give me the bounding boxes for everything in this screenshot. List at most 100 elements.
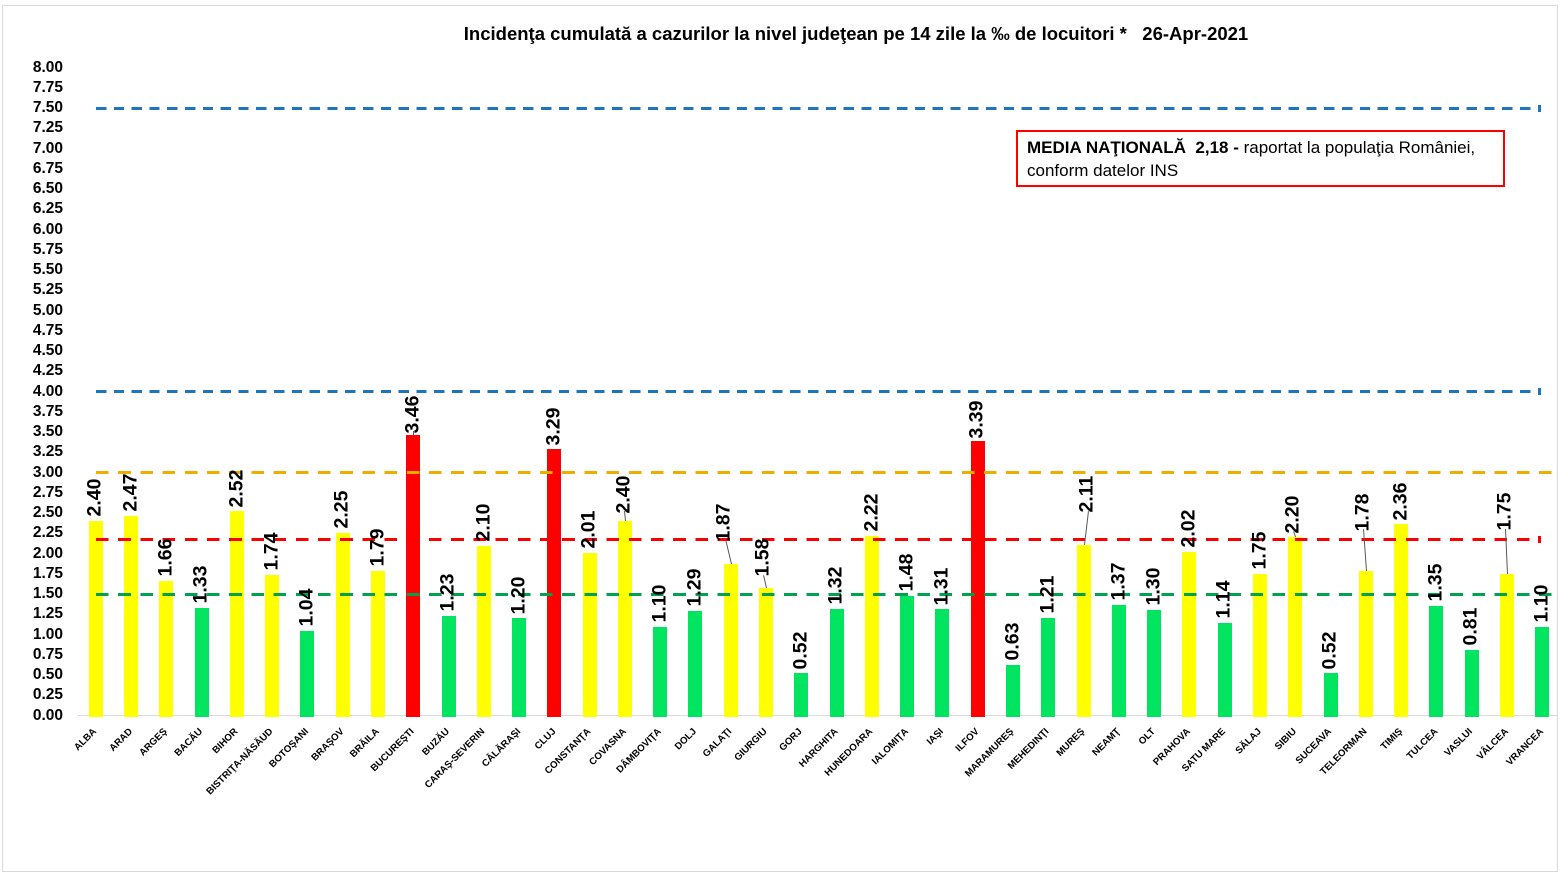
bar-SUCEAVA xyxy=(1323,673,1338,717)
value-label-IAŞI: 1.31 xyxy=(930,567,953,606)
bar-IAŞI xyxy=(935,609,950,717)
value-label-BIHOR: 2.52 xyxy=(225,469,248,508)
value-label-ARGEŞ: 1.66 xyxy=(154,538,177,577)
value-label-DOLJ: 1.29 xyxy=(683,568,706,607)
y-tick-label: 1.00 xyxy=(32,625,63,643)
bar-TULCEA xyxy=(1429,606,1444,717)
bar-CĂLĂRAŞI xyxy=(512,618,527,717)
value-label-SATU MARE: 1.14 xyxy=(1212,580,1235,619)
value-label-VASLUI: 0.81 xyxy=(1459,607,1482,646)
bar-VÂLCEA xyxy=(1499,573,1514,717)
y-tick-label: 5.00 xyxy=(32,301,63,319)
value-label-BRAŞOV: 2.25 xyxy=(330,490,353,529)
y-tick-label: 6.75 xyxy=(32,159,63,177)
bar-BACĂU xyxy=(194,607,209,717)
bar-GALAŢI xyxy=(723,564,738,717)
y-tick-label: 2.00 xyxy=(32,544,63,562)
national-average-annotation-box: MEDIA NAŢIONALĂ 2,18 - raportat la popul… xyxy=(1016,130,1505,187)
y-tick-label: 2.75 xyxy=(32,483,63,501)
y-tick-label: 0.50 xyxy=(32,666,63,684)
value-label-NEAMŢ: 1.37 xyxy=(1107,562,1130,601)
y-tick-label: 4.00 xyxy=(32,382,63,400)
bar-BIHOR xyxy=(229,511,244,717)
value-label-TIMIŞ: 2.36 xyxy=(1389,482,1412,521)
reference-line-4 xyxy=(95,390,1538,394)
annotation-line2: conform datelor INS xyxy=(1027,161,1179,180)
bar-ILFOV xyxy=(970,441,985,717)
y-tick-label: 3.25 xyxy=(32,443,63,461)
y-tick-label: 6.00 xyxy=(32,220,63,238)
value-label-BACĂU: 1.33 xyxy=(189,565,212,604)
bar-BOTOŞANI xyxy=(300,631,315,717)
y-tick-label: 0.75 xyxy=(32,645,63,663)
y-tick-label: 6.25 xyxy=(32,200,63,218)
value-label-BUCUREŞTI: 3.46 xyxy=(401,395,424,434)
bar-NEAMŢ xyxy=(1111,604,1126,717)
value-label-TELEORMAN: 1.78 xyxy=(1351,493,1374,532)
bar-OLT xyxy=(1147,610,1162,717)
y-tick-label: 3.50 xyxy=(32,423,63,441)
reference-line-endcap-7.5 xyxy=(1537,104,1541,112)
bar-BISTRIŢA-NĂSĂUD xyxy=(265,574,280,717)
value-label-GORJ: 0.52 xyxy=(789,631,812,670)
y-tick-label: 5.50 xyxy=(32,261,63,279)
value-label-OLT: 1.30 xyxy=(1142,567,1165,606)
annotation-regular-text: raportat la populaţia României, xyxy=(1238,138,1476,157)
bar-BRAŞOV xyxy=(335,533,350,717)
value-label-BOTOŞANI: 1.04 xyxy=(295,589,318,627)
bar-BUZĂU xyxy=(441,615,456,717)
value-label-BUZĂU: 1.23 xyxy=(436,573,459,612)
value-label-BRĂILA: 1.79 xyxy=(366,528,389,567)
reference-line-2.18 xyxy=(95,537,1538,541)
bar-SATU MARE xyxy=(1217,623,1232,717)
bar-SĂLAJ xyxy=(1252,573,1267,717)
chart-title-date: 26-Apr-2021 xyxy=(1142,23,1249,44)
bar-MEHEDINŢI xyxy=(1041,617,1056,717)
bar-TIMIŞ xyxy=(1394,524,1409,717)
bar-CLUJ xyxy=(547,449,562,717)
value-label-ARAD: 2.47 xyxy=(119,473,142,512)
value-label-ALBA: 2.40 xyxy=(83,478,106,517)
value-label-CĂLĂRAŞI: 1.20 xyxy=(507,576,530,614)
chart-title: Incidenţa cumulată a cazurilor la nivel … xyxy=(464,23,1248,45)
y-tick-label: 2.25 xyxy=(32,524,63,542)
y-tick-label: 1.25 xyxy=(32,605,63,623)
value-label-DÂMBOVIŢA: 1.10 xyxy=(648,584,671,623)
y-tick-label: 7.75 xyxy=(32,78,63,96)
bar-DOLJ xyxy=(688,611,703,717)
value-label-MUREŞ: 2.11 xyxy=(1075,475,1098,513)
value-label-CARAŞ-SEVERIN: 2.10 xyxy=(472,503,495,542)
chart-title-text: Incidenţa cumulată a cazurilor la nivel … xyxy=(463,23,1127,44)
value-label-GIURGIU: 1.58 xyxy=(751,538,774,577)
reference-line-endcap-2.18 xyxy=(1537,535,1541,543)
y-tick-label: 7.50 xyxy=(32,99,63,117)
bar-ARGEŞ xyxy=(159,581,174,717)
value-label-ILFOV: 3.39 xyxy=(965,400,988,439)
bar-CARAŞ-SEVERIN xyxy=(476,545,491,717)
value-label-COVASNA: 2.40 xyxy=(612,475,635,514)
y-tick-label: 6.50 xyxy=(32,180,63,198)
bar-MUREŞ xyxy=(1076,544,1091,717)
bar-BRĂILA xyxy=(370,570,385,717)
value-label-HARGHITA: 1.32 xyxy=(824,566,847,605)
y-tick-label: 4.50 xyxy=(32,342,63,360)
bar-PRAHOVA xyxy=(1182,551,1197,717)
value-label-PRAHOVA: 2.02 xyxy=(1177,509,1200,548)
value-label-SIBIU: 2.20 xyxy=(1281,495,1304,534)
y-tick-label: 1.50 xyxy=(32,585,63,603)
value-label-TULCEA: 1.35 xyxy=(1424,563,1447,602)
y-tick-label: 0.00 xyxy=(32,706,63,724)
y-tick-label: 7.00 xyxy=(32,139,63,157)
reference-line-endcap-4 xyxy=(1537,388,1541,396)
value-label-BISTRIŢA-NĂSĂUD: 1.74 xyxy=(260,532,283,571)
value-label-IALOMIŢA: 1.48 xyxy=(895,553,918,592)
value-label-CLUJ: 3.29 xyxy=(542,407,565,446)
y-tick-label: 2.50 xyxy=(32,504,63,522)
y-tick-label: 3.00 xyxy=(32,463,63,481)
x-axis-line xyxy=(78,715,1557,716)
y-tick-label: 1.75 xyxy=(32,564,63,582)
title-separator xyxy=(1127,23,1142,44)
reference-line-1.5 xyxy=(95,592,1557,596)
value-label-HUNEDOARA: 2.22 xyxy=(860,493,883,532)
bar-SIBIU xyxy=(1288,537,1303,717)
